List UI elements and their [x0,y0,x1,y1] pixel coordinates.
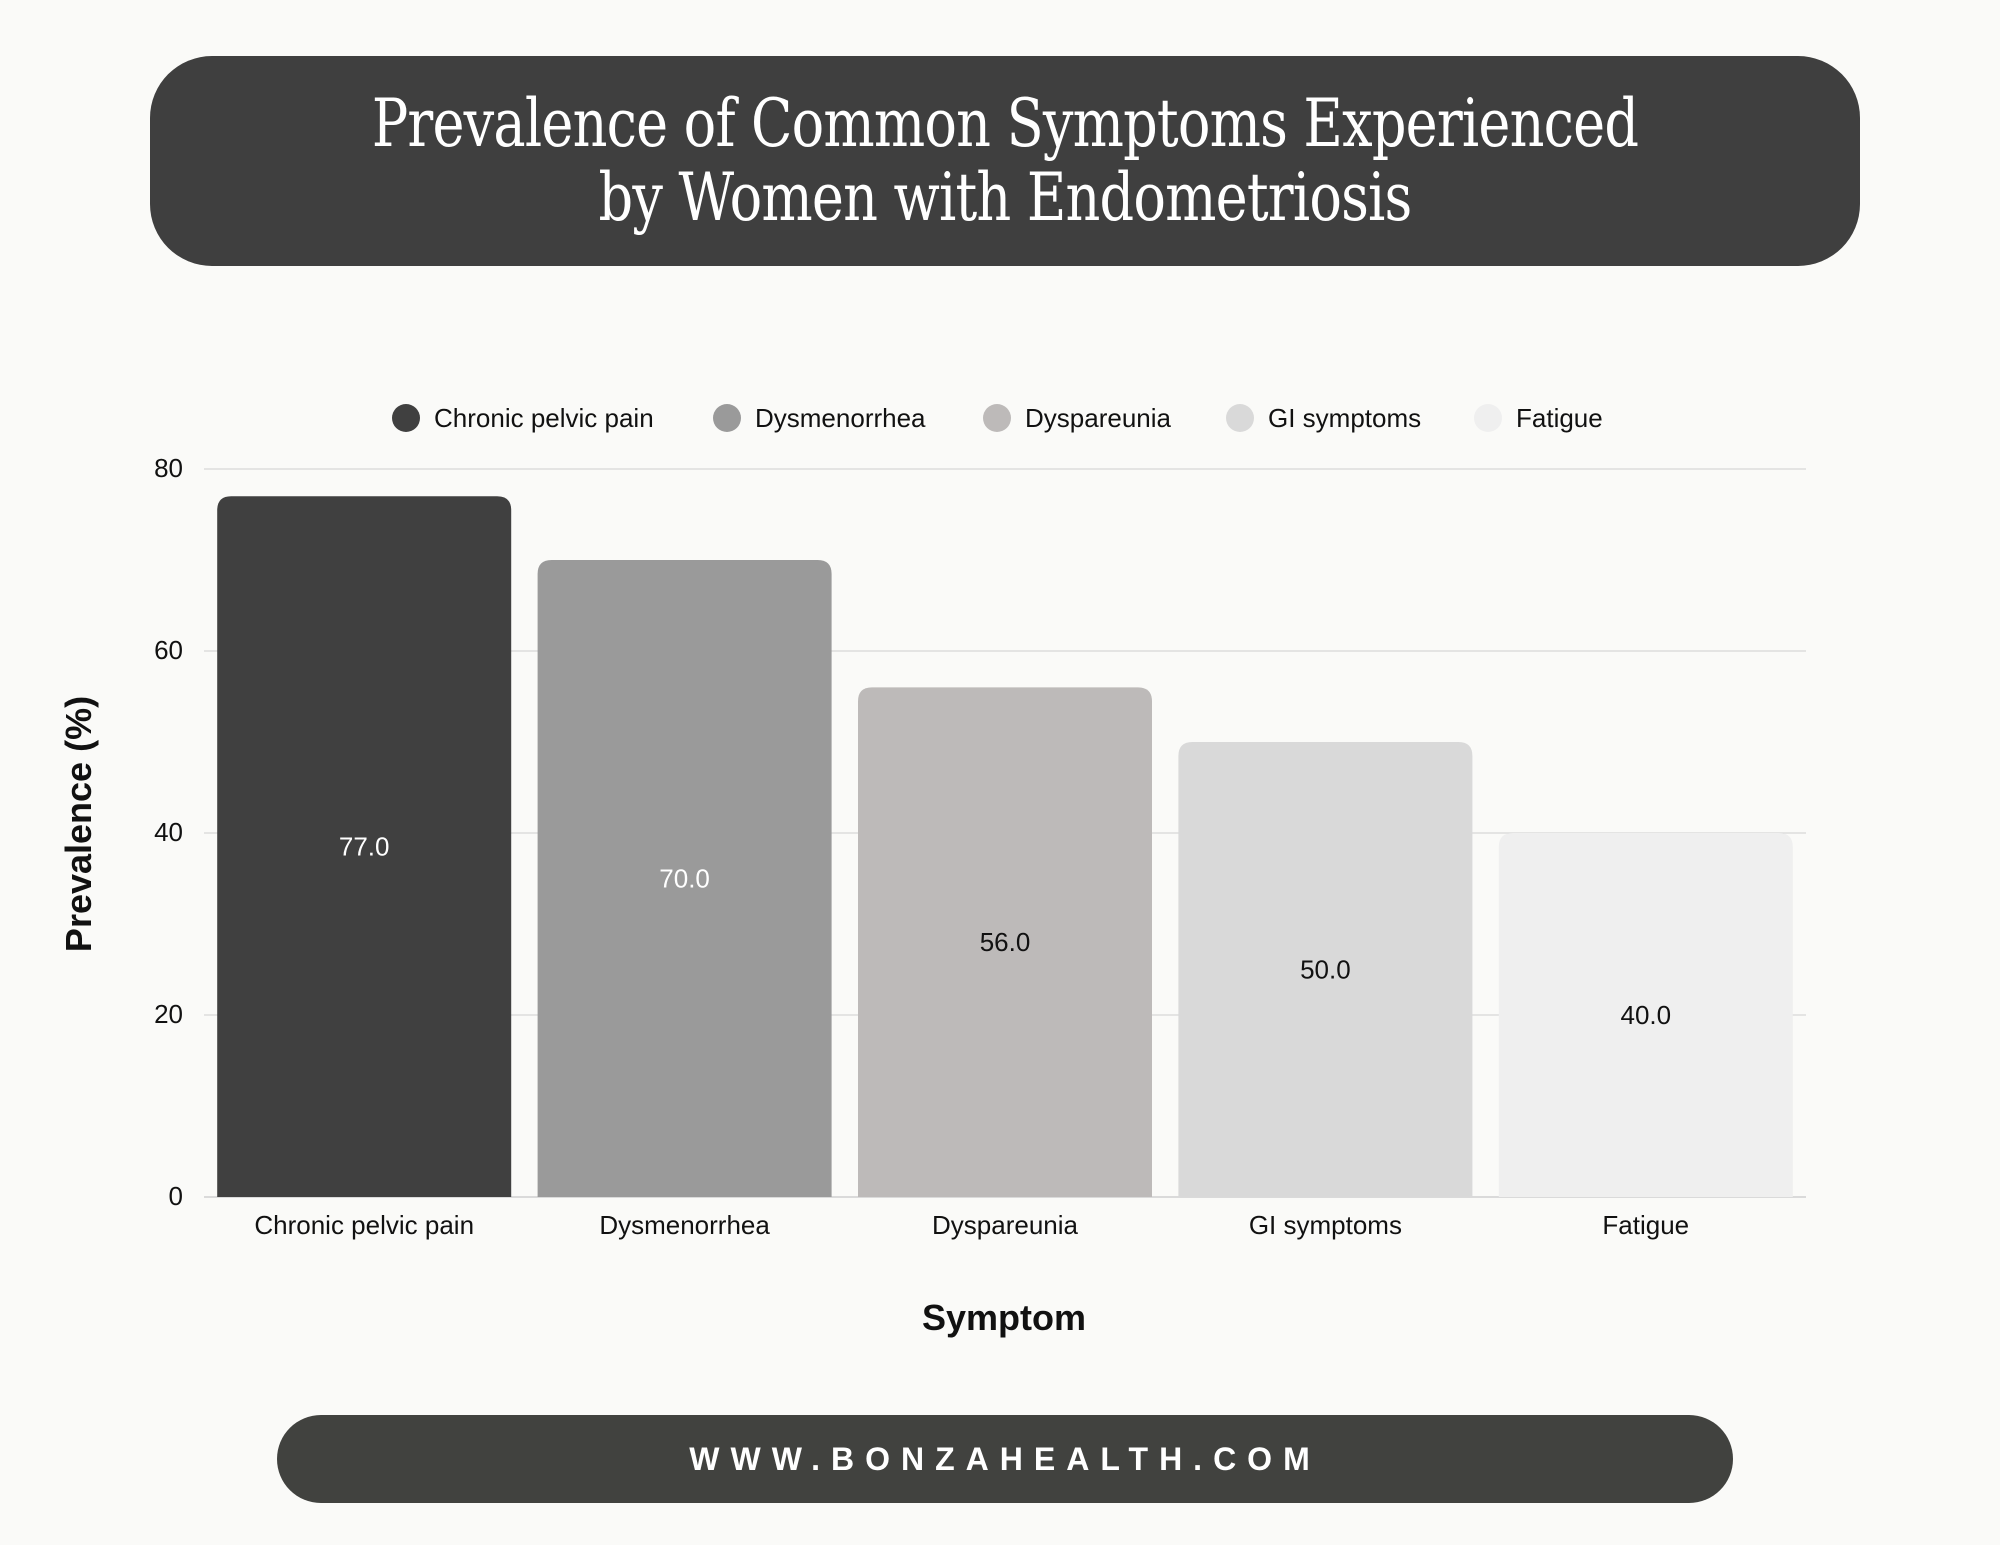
y-tick-label: 80 [154,453,183,483]
footer-url[interactable]: WWW.BONZAHEALTH.COM [689,1440,1321,1477]
bar [858,687,1152,1197]
data-label: 70.0 [659,864,710,894]
legend-swatch [983,404,1011,432]
y-tick-label: 40 [154,817,183,847]
title-banner: Prevalence of Common Symptoms Experience… [150,56,1860,266]
y-tick-label: 0 [169,1181,183,1211]
x-tick-label: GI symptoms [1249,1210,1402,1240]
legend-label: Fatigue [1516,403,1603,433]
y-tick-label: 20 [154,999,183,1029]
bar [537,560,832,1197]
y-tick-label: 60 [154,635,183,665]
bar [217,496,512,1197]
x-tick-label: Fatigue [1602,1210,1689,1240]
legend-swatch [713,404,741,432]
legend-swatch [392,404,420,432]
legend-label: GI symptoms [1268,403,1421,433]
x-tick-label: Dysmenorrhea [599,1210,770,1240]
legend-swatch [1474,404,1502,432]
x-tick-label: Dyspareunia [932,1210,1079,1240]
y-axis-title: Prevalence (%) [58,696,99,952]
data-label: 56.0 [980,927,1031,957]
footer-banner: WWW.BONZAHEALTH.COM [277,1415,1733,1503]
x-tick-label: Chronic pelvic pain [254,1210,474,1240]
legend-label: Chronic pelvic pain [434,403,654,433]
chart-title: Prevalence of Common Symptoms Experience… [371,85,1639,236]
data-label: 50.0 [1300,955,1351,985]
legend-label: Dyspareunia [1025,403,1172,433]
data-label: 77.0 [339,832,390,862]
legend-swatch [1226,404,1254,432]
x-axis-title: Symptom [922,1297,1086,1338]
data-label: 40.0 [1620,1000,1671,1030]
bar [1178,742,1473,1197]
legend-label: Dysmenorrhea [755,403,926,433]
bar [1498,833,1793,1197]
